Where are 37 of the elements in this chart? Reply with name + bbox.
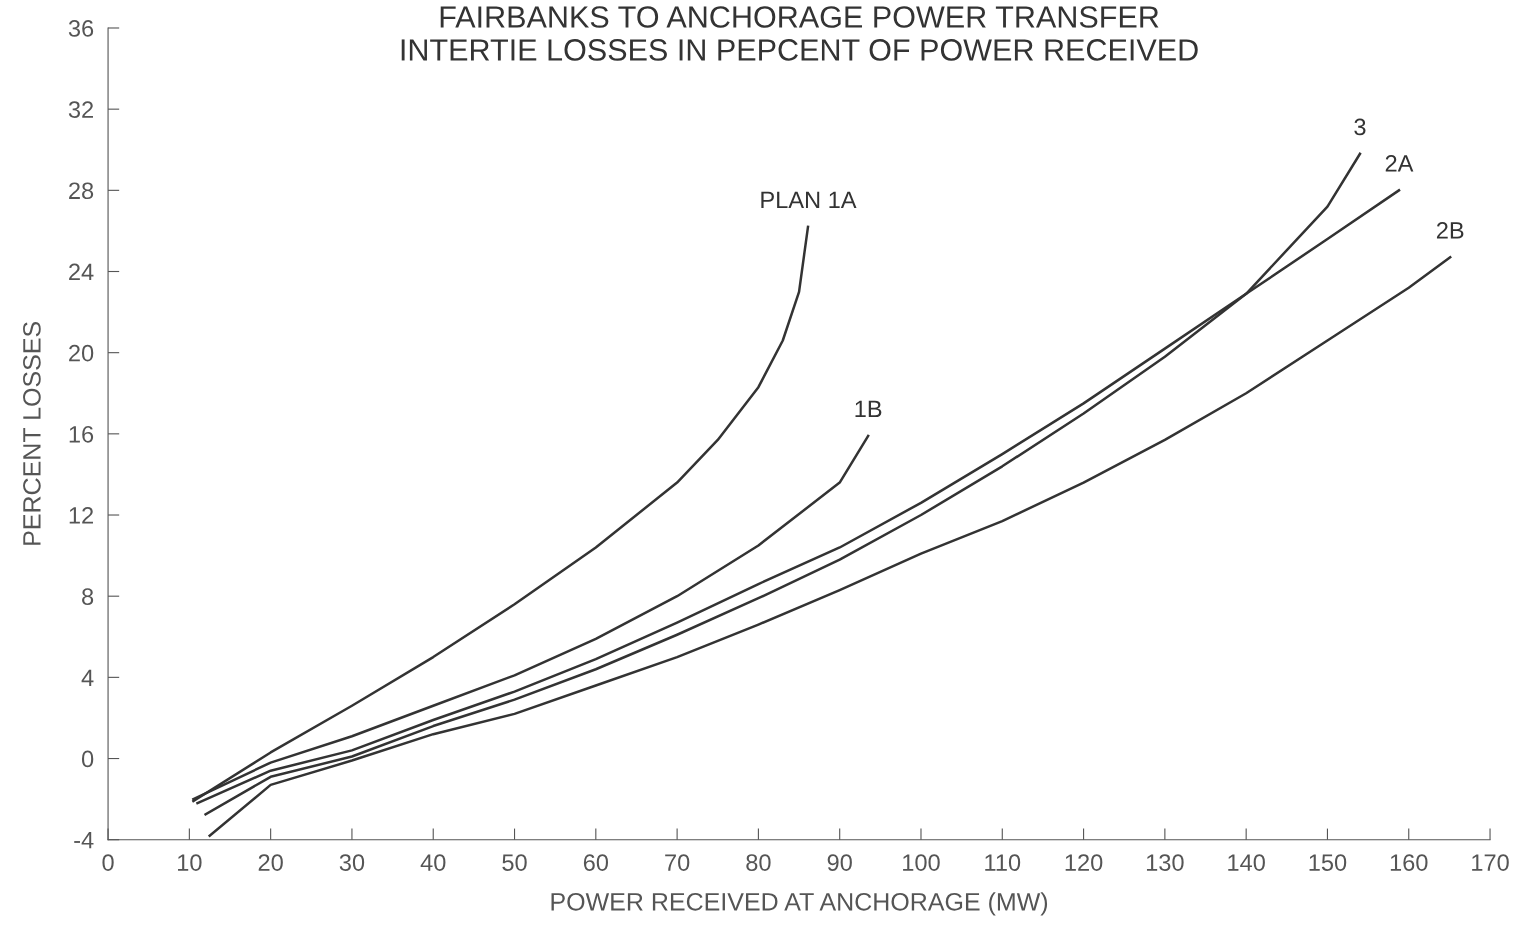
y-tick-label: 12 <box>69 507 93 524</box>
x-tick-label: 50 <box>502 854 527 871</box>
x-axis-title: POWER RECEIVED AT ANCHORAGE (MW) <box>551 892 1048 916</box>
series-label: 1B <box>855 400 882 418</box>
x-tick-label: 0 <box>102 854 114 871</box>
x-tick-label: 170 <box>1472 854 1509 871</box>
series-label: 2A <box>1385 155 1414 172</box>
y-tick-label: 0 <box>81 750 94 768</box>
x-tick-label: 40 <box>420 854 446 871</box>
y-tick-label: 8 <box>82 588 94 605</box>
x-tick-label: 70 <box>665 854 690 871</box>
x-tick-label: 80 <box>746 854 771 871</box>
x-tick-label: 110 <box>985 854 1021 871</box>
y-tick-label: 4 <box>81 669 94 686</box>
y-tick-label: 28 <box>69 182 94 200</box>
x-tick-label: 20 <box>258 854 283 871</box>
x-tick-label: 60 <box>583 854 609 871</box>
y-axis-title: PERCENT LOSSES <box>23 321 41 545</box>
series-label: PLAN 1A <box>761 191 857 209</box>
x-tick-label: 140 <box>1228 854 1265 871</box>
y-tick-label: 36 <box>68 20 94 37</box>
y-tick-label: 20 <box>69 344 94 362</box>
x-tick-label: 90 <box>827 854 852 871</box>
y-tick-label: -4 <box>74 832 94 849</box>
x-tick-label: 100 <box>903 854 940 871</box>
x-tick-label: 30 <box>339 854 365 871</box>
x-tick-label: 130 <box>1146 854 1184 871</box>
series-label: 2B <box>1436 222 1464 239</box>
y-tick-label: 32 <box>68 101 93 118</box>
x-tick-label: 10 <box>178 854 202 871</box>
y-tick-label: 24 <box>69 263 94 281</box>
x-tick-label: 160 <box>1390 854 1428 871</box>
chart-title: FAIRBANKS TO ANCHORAGE POWER TRANSFER INTERTIE LOSSES IN PEPCENT OF POWER RECEIVED <box>401 6 1198 61</box>
series-label: 3 <box>1354 118 1366 136</box>
x-tick-label: 150 <box>1309 854 1347 871</box>
y-tick-label: 16 <box>69 425 94 443</box>
x-tick-label: 120 <box>1065 854 1103 871</box>
